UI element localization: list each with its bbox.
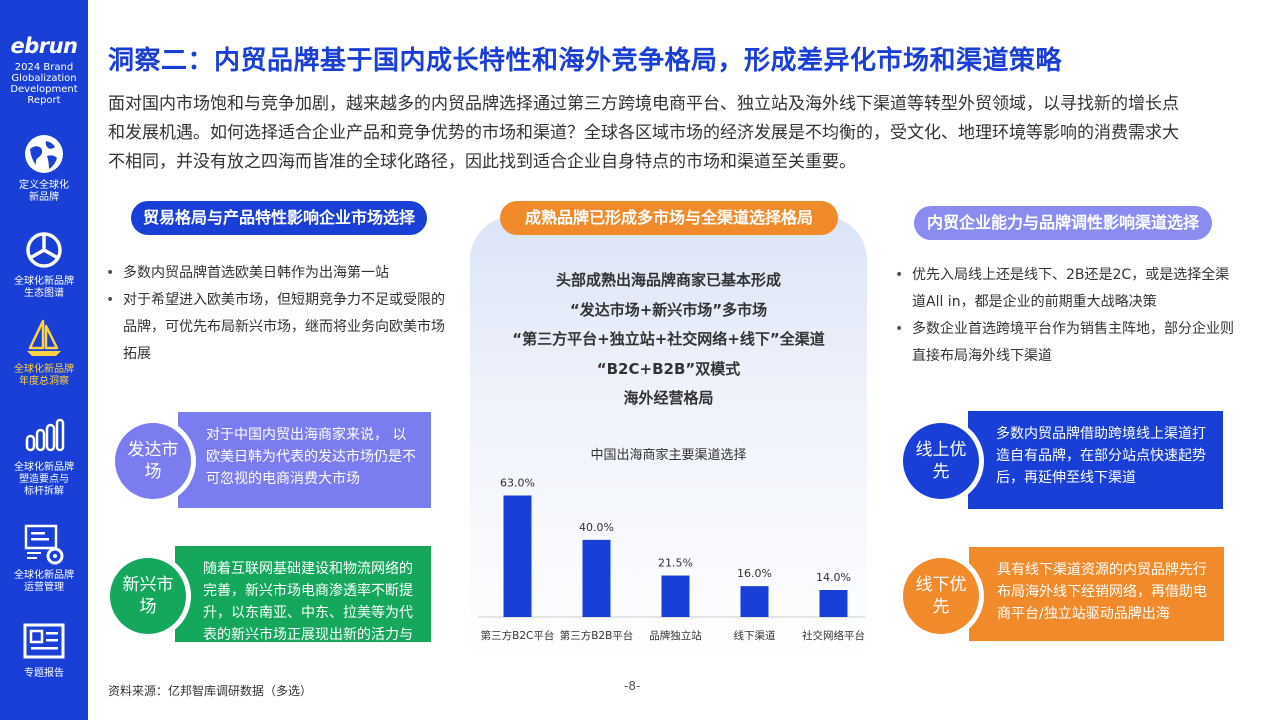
offline-first-text: 具有线下渠道资源的内贸品牌先行布局海外线下经销网络，再借助电商平台/独立站驱动品… [969,547,1224,641]
nav-item-reports[interactable]: 专题报告 [0,620,88,680]
summary-line: 海外经营格局 [623,389,714,407]
emerging-market-badge: 新兴市场 [105,553,191,639]
nav-item-operation[interactable]: 全球化新品牌 运营管理 [0,522,88,594]
nav-item-ecosystem[interactable]: 全球化新品牌 生态图谱 [0,228,88,300]
intro-paragraph: 面对国内市场饱和与竞争加剧，越来越多的内贸品牌选择通过第三方跨境电商平台、独立站… [108,94,1179,172]
channel-bar-chart: 63.0% 第三方B2C平台 40.0% 第三方B2B平台 21.5% 品牌独立站 16.0… [478,477,865,642]
summary-line: “B2C+B2B”双模式 [596,359,741,378]
summary-line: 头部成熟出海品牌商家已基本形成 [555,271,781,289]
pie-chart-icon [26,232,62,268]
bar-3 [740,586,769,617]
category-label-3: 线下渠道 [734,629,776,642]
emerging-market-text: 随着互联网基础建设和物流网络的完善，新兴市场电商渗透率不断提升，以东南亚、中东、… [175,546,431,665]
value-label-2: 21.5% [658,557,693,570]
list-item: 多数企业首选跨境平台作为销售主阵地，部分企业则直接布局海外线下渠道 [895,316,1235,370]
online-first-badge: 线上优先 [898,418,984,504]
list-item: 对于希望进入欧美市场，但短期竞争力不足或受限的品牌，可优先布局新兴市场，继而将业… [106,287,446,368]
nav-label-define: 定义全球化 新品牌 [19,180,69,203]
value-label-3: 16.0% [737,567,772,580]
nav-item-define[interactable]: 定义全球化 新品牌 [0,132,88,204]
list-item: 多数内贸品牌首选欧美日韩作为出海第一站 [106,260,446,287]
category-label-2: 品牌独立站 [649,629,702,642]
nav-label-reports: 专题报告 [24,668,64,679]
nav-label-ecosystem: 全球化新品牌 生态图谱 [14,276,74,299]
nav-label-insight: 全球化新品牌 年度总洞察 [14,364,74,387]
page-title: 洞察二：内贸品牌基于国内成长特性和海外竞争格局，形成差异化市场和渠道策略 [108,46,1063,76]
value-label-1: 40.0% [579,521,614,534]
bar-0 [503,495,532,617]
online-first-text: 多数内贸品牌借助跨境线上渠道打造自有品牌，在部分站点快速起势后，再延伸至线下渠道 [968,411,1223,509]
right-bullets: 优先入局线上还是线下、2B还是2C，或是选择全渠道All in，都是企业的前期重… [895,262,1235,370]
value-label-4: 14.0% [816,571,851,584]
nav-label-operation: 全球化新品牌 运营管理 [14,570,74,593]
summary-line: “发达市场+新兴市场”多市场 [569,300,768,319]
page-number: -8- [624,679,641,693]
center-summary: 头部成熟出海品牌商家已基本形成 “发达市场+新兴市场”多市场 “第三方平台+独立… [470,266,867,414]
chart-title: 中国出海商家主要渠道选择 [590,448,747,463]
left-bullets: 多数内贸品牌首选欧美日韩作为出海第一站 对于希望进入欧美市场，但短期竞争力不足或… [106,260,446,368]
nav-item-insight[interactable]: 全球化新品牌 年度总洞察 [0,316,88,388]
sailboat-icon [27,319,61,356]
bar-1 [582,539,611,617]
nav-item-benchmark[interactable]: 全球化新品牌 塑造要点与 标杆拆解 [0,414,88,498]
brand-logo[interactable]: ebrun [10,34,78,58]
developed-market-badge: 发达市场 [110,418,196,504]
category-label-1: 第三方B2B平台 [560,629,634,642]
globe-icon [25,135,63,173]
value-label-0: 63.0% [500,477,535,490]
left-section-pill: 贸易格局与产品特性影响企业市场选择 [131,201,427,235]
developed-market-text: 对于中国内贸出海商家来说， 以欧美日韩为代表的发达市场仍是不可忽视的电商消费大市… [178,412,431,508]
right-section-pill: 内贸企业能力与品牌调性影响渠道选择 [914,206,1212,240]
category-label-0: 第三方B2C平台 [481,629,555,642]
bar-2 [661,575,690,617]
sidebar: ebrun 2024 Brand Globalization Developme… [0,0,88,720]
code-gear-icon [24,524,64,565]
list-item: 优先入局线上还是线下、2B还是2C，或是选择全渠道All in，都是企业的前期重… [895,262,1235,316]
center-section-pill: 成熟品牌已形成多市场与全渠道选择格局 [500,201,838,235]
offline-first-badge: 线下优先 [898,553,984,639]
bar-chart-icon [25,418,65,452]
newspaper-icon [23,623,65,659]
bar-4 [819,590,848,617]
nav-label-benchmark: 全球化新品牌 塑造要点与 标杆拆解 [14,462,74,497]
summary-line: “第三方平台+独立站+社交网络+线下”全渠道 [512,330,825,348]
source-note: 资料来源：亿邦智库调研数据（多选） [108,684,313,698]
category-label-4: 社交网络平台 [802,629,865,642]
logo-subtitle: 2024 Brand Globalization Development Rep… [10,62,78,106]
